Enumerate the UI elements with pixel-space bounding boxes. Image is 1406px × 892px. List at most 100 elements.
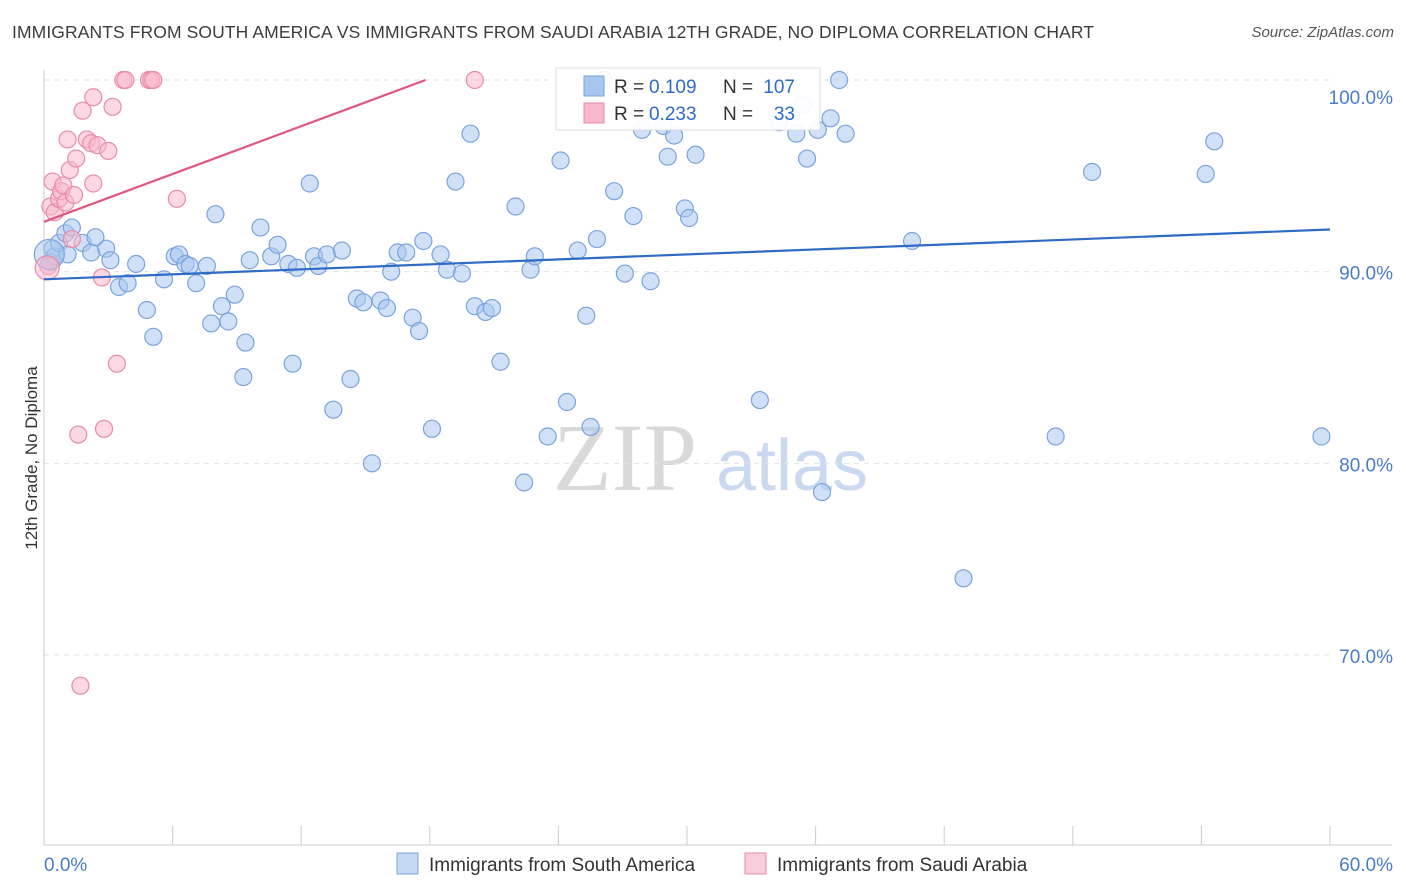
y-tick-label: 80.0% — [1339, 455, 1393, 476]
data-point — [332, 241, 352, 260]
data-point — [240, 251, 259, 270]
legend-n-label: N = — [723, 104, 753, 125]
data-point — [236, 333, 255, 352]
data-point — [587, 229, 607, 249]
data-point — [251, 218, 270, 237]
data-point — [94, 419, 114, 438]
data-point — [225, 285, 244, 304]
data-point — [422, 419, 442, 438]
data-point — [568, 241, 587, 260]
data-point — [1205, 132, 1224, 151]
y-axis-label: 12th Grade, No Diploma — [22, 366, 41, 550]
data-point — [58, 130, 77, 149]
data-point — [577, 306, 596, 325]
data-point — [1082, 162, 1102, 182]
data-point — [954, 569, 973, 588]
data-point — [144, 70, 163, 90]
data-point — [86, 228, 105, 247]
watermark-atlas: atlas — [716, 426, 868, 506]
legend-n-value: 33 — [774, 104, 795, 125]
data-point — [324, 400, 343, 419]
data-point — [750, 390, 769, 410]
data-point — [538, 427, 557, 446]
data-point — [127, 254, 146, 274]
bottom-legend-swatch — [396, 852, 419, 875]
data-point — [62, 229, 81, 249]
data-point — [465, 70, 484, 90]
legend-n-label: N = — [723, 77, 753, 98]
data-point — [797, 149, 817, 168]
bottom-legend: Immigrants from South America Immigrants … — [396, 852, 1028, 876]
data-point — [397, 243, 416, 262]
source-label: Source: ZipAtlas.com — [1251, 24, 1394, 41]
data-point — [317, 245, 337, 264]
y-tick-label: 70.0% — [1339, 647, 1393, 668]
data-point — [812, 482, 832, 502]
data-point — [197, 256, 216, 276]
data-point — [624, 206, 643, 226]
data-point — [382, 262, 401, 281]
data-point — [491, 352, 510, 371]
data-point — [1046, 427, 1065, 446]
data-point — [821, 109, 840, 128]
series-saudi-arabia — [39, 70, 484, 695]
data-point — [830, 70, 849, 90]
data-point — [144, 327, 163, 346]
data-point — [34, 255, 60, 281]
data-point — [84, 88, 103, 107]
x-tick-label: 0.0% — [44, 855, 87, 876]
bottom-legend-label: Immigrants from Saudi Arabia — [777, 855, 1028, 876]
trendline-saudi-arabia — [43, 78, 426, 223]
data-point — [287, 258, 307, 277]
data-point — [234, 367, 253, 387]
data-point — [581, 417, 600, 437]
data-point — [1312, 427, 1331, 446]
y-tick-label: 90.0% — [1339, 264, 1393, 285]
data-point — [1196, 164, 1215, 184]
data-point — [431, 245, 450, 264]
data-point — [409, 321, 429, 341]
legend-r-value: 0.233 — [649, 104, 697, 125]
data-point — [377, 298, 397, 318]
data-point — [658, 147, 677, 166]
data-point — [283, 354, 302, 373]
data-point — [446, 172, 465, 191]
legend-n-value: 107 — [763, 77, 795, 98]
data-point — [680, 208, 699, 228]
data-point — [641, 272, 660, 291]
x-tick-label: 60.0% — [1339, 855, 1393, 876]
data-point — [525, 247, 544, 266]
data-point — [84, 174, 103, 193]
data-point — [103, 97, 122, 116]
data-point — [118, 274, 137, 293]
data-point — [836, 124, 855, 143]
data-point — [69, 425, 88, 444]
data-point — [452, 264, 472, 283]
data-point — [300, 174, 319, 193]
data-point — [515, 473, 534, 492]
legend-swatch — [583, 102, 605, 124]
legend-r-label: R = — [614, 77, 644, 98]
chart-title: IMMIGRANTS FROM SOUTH AMERICA VS IMMIGRA… — [12, 22, 1095, 42]
data-point — [362, 454, 382, 473]
data-point — [71, 676, 90, 695]
data-point — [137, 300, 156, 320]
data-point — [107, 354, 126, 373]
data-point — [202, 314, 221, 333]
data-point — [82, 243, 101, 262]
data-point — [461, 124, 480, 143]
legend-r-value: 0.109 — [649, 77, 697, 98]
y-tick-label: 100.0% — [1329, 88, 1394, 109]
bottom-legend-label: Immigrants from South America — [429, 855, 696, 876]
data-point — [64, 185, 84, 205]
data-point — [67, 149, 86, 168]
data-point — [506, 197, 525, 216]
data-point — [116, 70, 135, 90]
legend-box: R = 0.109 N = 107 R = 0.233 N = 33 — [555, 67, 821, 131]
data-point — [167, 189, 186, 208]
data-point — [341, 369, 360, 389]
watermark-zip: ZIP — [553, 404, 697, 511]
data-point — [101, 251, 120, 270]
data-point — [605, 182, 624, 201]
